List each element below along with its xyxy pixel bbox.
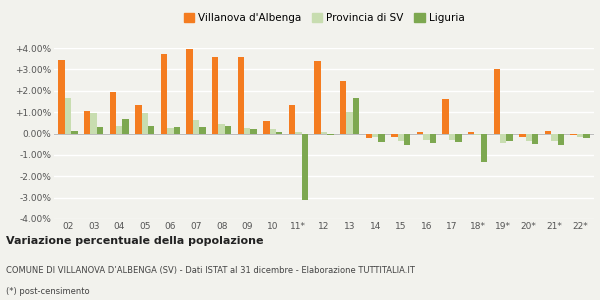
Bar xyxy=(398,134,404,141)
Bar xyxy=(545,131,551,134)
Bar xyxy=(193,120,199,134)
Bar xyxy=(116,126,122,134)
Bar xyxy=(148,126,154,134)
Bar xyxy=(142,113,148,134)
Bar xyxy=(494,69,500,134)
Bar xyxy=(269,129,276,134)
Bar xyxy=(455,134,461,142)
Bar xyxy=(442,99,449,134)
Bar xyxy=(58,60,65,134)
Bar xyxy=(327,134,334,135)
Bar xyxy=(244,128,250,134)
Text: (*) post-censimento: (*) post-censimento xyxy=(6,286,89,296)
Bar xyxy=(379,134,385,142)
Bar xyxy=(314,61,321,134)
Bar xyxy=(404,134,410,145)
Bar xyxy=(506,134,513,141)
Bar xyxy=(468,132,475,134)
Text: Variazione percentuale della popolazione: Variazione percentuale della popolazione xyxy=(6,236,263,245)
Bar xyxy=(500,134,506,143)
Bar xyxy=(173,127,180,134)
Bar xyxy=(526,134,532,141)
Bar xyxy=(391,134,398,137)
Legend: Villanova d'Albenga, Provincia di SV, Liguria: Villanova d'Albenga, Provincia di SV, Li… xyxy=(181,11,467,25)
Text: COMUNE DI VILLANOVA D’ALBENGA (SV) - Dati ISTAT al 31 dicembre - Elaborazione TU: COMUNE DI VILLANOVA D’ALBENGA (SV) - Dat… xyxy=(6,266,415,274)
Bar xyxy=(557,134,564,145)
Bar xyxy=(250,129,257,134)
Bar xyxy=(71,131,77,134)
Bar xyxy=(135,105,142,134)
Bar xyxy=(577,134,583,137)
Bar xyxy=(481,134,487,162)
Bar xyxy=(110,92,116,134)
Bar xyxy=(346,112,353,134)
Bar xyxy=(97,127,103,134)
Bar xyxy=(167,128,173,134)
Bar xyxy=(340,81,346,134)
Bar xyxy=(475,134,481,135)
Bar xyxy=(65,98,71,134)
Bar xyxy=(353,98,359,134)
Bar xyxy=(583,134,590,138)
Bar xyxy=(161,54,167,134)
Bar xyxy=(302,134,308,200)
Bar xyxy=(519,134,526,137)
Bar xyxy=(571,134,577,135)
Bar xyxy=(532,134,538,144)
Bar xyxy=(199,127,206,134)
Bar xyxy=(449,134,455,140)
Bar xyxy=(365,134,372,138)
Bar xyxy=(321,132,327,134)
Bar xyxy=(84,111,91,134)
Bar xyxy=(122,118,129,134)
Bar xyxy=(295,132,302,134)
Bar xyxy=(423,134,430,140)
Bar xyxy=(91,113,97,134)
Bar xyxy=(187,49,193,134)
Bar xyxy=(289,105,295,134)
Bar xyxy=(218,124,225,134)
Bar xyxy=(225,126,231,134)
Bar xyxy=(276,132,283,134)
Bar xyxy=(372,134,379,137)
Bar xyxy=(238,56,244,134)
Bar xyxy=(263,121,269,134)
Bar xyxy=(551,134,557,141)
Bar xyxy=(417,132,423,134)
Bar xyxy=(212,56,218,134)
Bar xyxy=(430,134,436,143)
